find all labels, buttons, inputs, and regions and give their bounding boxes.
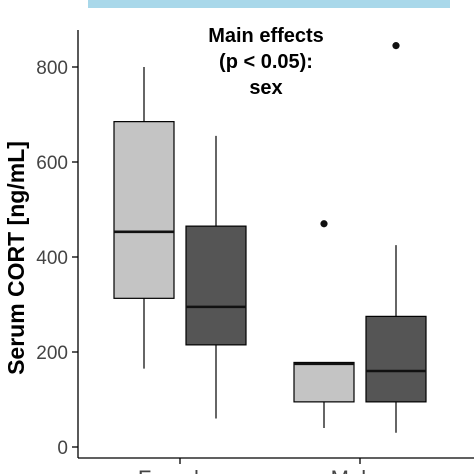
y-axis-title: Serum CORT [ng/mL] — [3, 141, 29, 375]
box-body — [185, 225, 247, 346]
outlier-point — [320, 220, 328, 228]
box-body — [365, 315, 427, 403]
annotation-line-3: sex — [249, 77, 282, 99]
y-tick-label: 200 — [36, 343, 68, 364]
outlier-point — [392, 42, 400, 50]
y-tick-label: 600 — [36, 153, 68, 174]
annotation-line-2: (p < 0.05): — [219, 51, 313, 73]
y-tick-label: 800 — [36, 58, 68, 79]
significance-annotation: Main effects (p < 0.05): sex — [208, 25, 324, 99]
annotation-line-1: Main effects — [208, 25, 324, 47]
y-tick-label: 400 — [36, 248, 68, 269]
box-females-2 — [185, 135, 247, 419]
x-tick-label: Females — [138, 466, 222, 474]
axis-labels: 0 200 400 600 800 Females Males — [36, 58, 389, 474]
y-tick-label: 0 — [57, 438, 68, 459]
box-body — [113, 121, 175, 299]
box-males-2 — [365, 42, 427, 433]
x-tick-label: Males — [331, 466, 390, 474]
box-body — [293, 361, 355, 403]
box-males-1 — [293, 220, 355, 428]
plot-area — [113, 42, 427, 433]
top-banner — [88, 0, 450, 8]
box-females-1 — [113, 67, 175, 369]
